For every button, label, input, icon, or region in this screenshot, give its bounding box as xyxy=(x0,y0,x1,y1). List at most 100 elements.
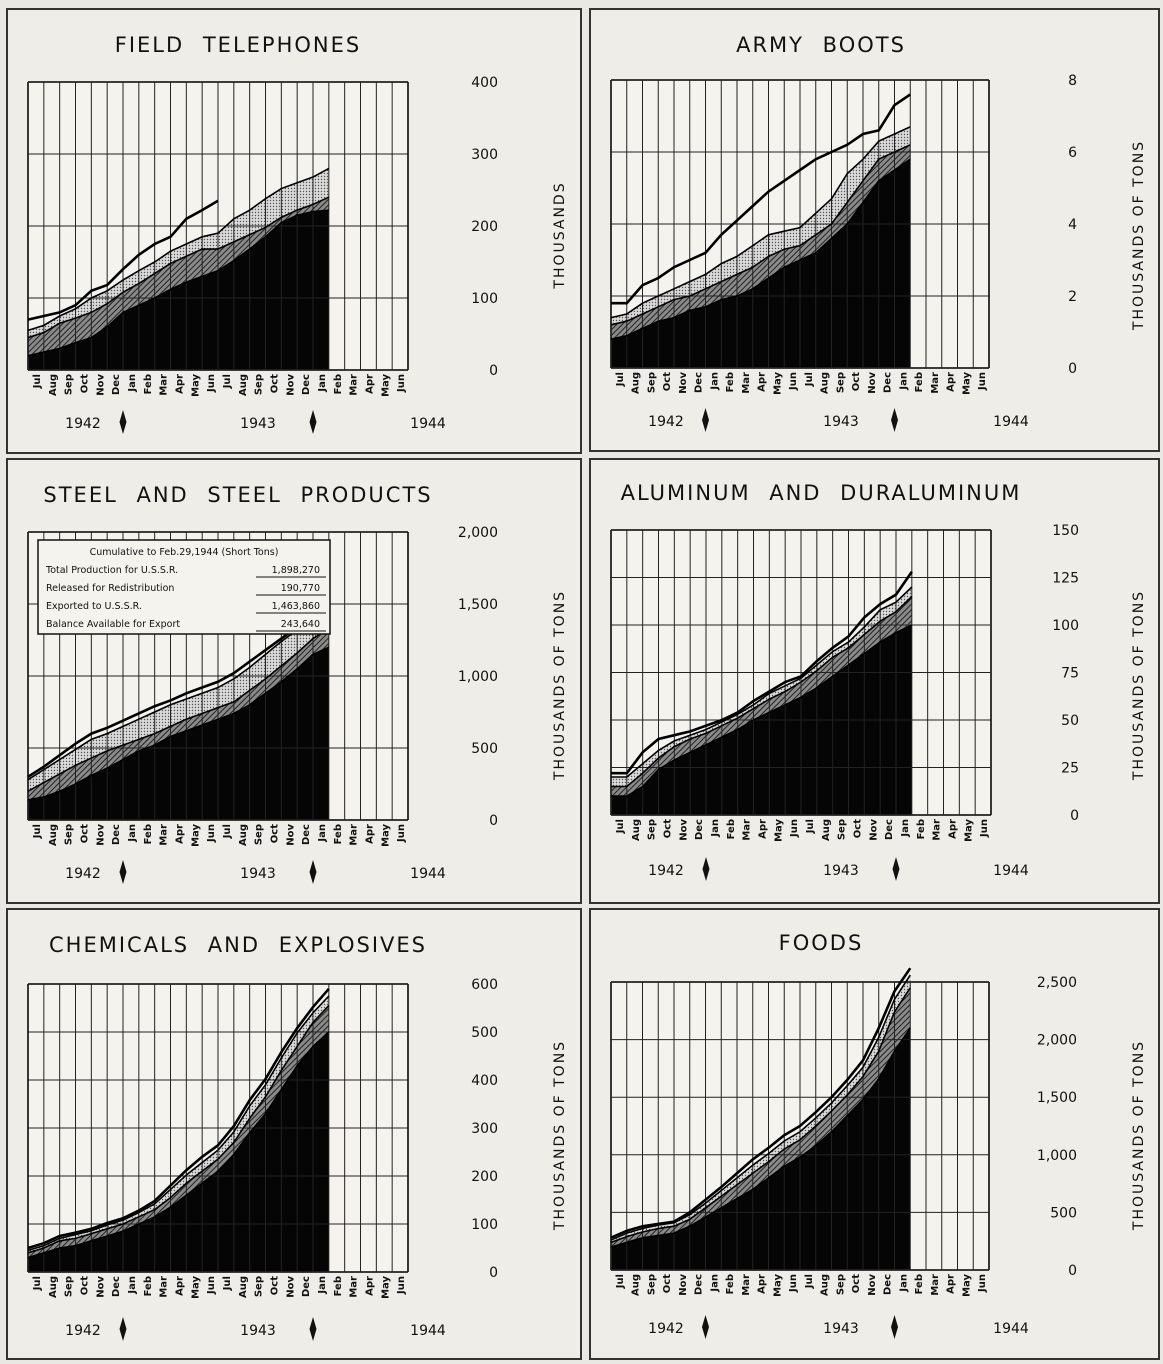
year-label: 1942 xyxy=(65,1323,101,1339)
y-tick-label: 75 xyxy=(1061,666,1079,682)
y-tick-label: 0 xyxy=(1068,1263,1077,1279)
y-tick-label: 400 xyxy=(471,1073,498,1089)
x-tick-label: Mar xyxy=(159,374,170,396)
chart-title: ALUMINUM AND DURALUMINUM xyxy=(621,481,1022,505)
x-tick-label: Aug xyxy=(48,374,59,396)
series-line-1 xyxy=(27,1005,330,1254)
y-tick-label: 500 xyxy=(1050,1205,1077,1221)
year-divider-arrow xyxy=(309,860,317,884)
x-tick-label: Mar xyxy=(349,374,360,396)
x-tick-label: May xyxy=(190,824,201,847)
y-axis-label: THOUSANDS OF TONS xyxy=(1131,590,1147,781)
x-tick-label: Jan xyxy=(317,824,328,843)
x-tick-label: Jun xyxy=(396,374,407,393)
x-tick-label: Sep xyxy=(835,372,846,393)
chart-title: CHEMICALS AND EXPLOSIVES xyxy=(49,933,427,957)
x-tick-label: Oct xyxy=(662,1274,673,1293)
x-tick-label: Sep xyxy=(64,824,75,845)
y-tick-label: 0 xyxy=(489,813,498,829)
chart-aluminum: ALUMINUM AND DURALUMINUM 0 25 50 75 100 125 150… xyxy=(610,481,1147,881)
x-tick-label: Dec xyxy=(883,1274,894,1295)
x-tick-label: Jan xyxy=(709,372,720,391)
series-line-2 xyxy=(610,126,911,319)
chart-steel: STEEL AND STEEL PRODUCTS 0 500 1,000 1,500 2,… xyxy=(27,483,568,884)
series-line-2 xyxy=(27,995,330,1252)
year-label: 1942 xyxy=(65,866,101,882)
x-tick-label: Mar xyxy=(742,819,753,841)
y-axis-label: THOUSANDS OF TONS xyxy=(1131,140,1147,331)
series-line-2 xyxy=(27,609,330,781)
y-axis-label: THOUSANDS OF TONS xyxy=(552,1040,568,1231)
y-tick-label: 8 xyxy=(1068,73,1077,89)
x-tick-label: Jul xyxy=(805,819,816,834)
x-tick-label: Dec xyxy=(694,819,705,840)
x-tick-label: May xyxy=(380,1276,391,1299)
y-tick-label: 0 xyxy=(1070,808,1079,824)
summary-table-row-value: 1,463,860 xyxy=(272,601,320,612)
x-tick-label: Aug xyxy=(820,372,831,394)
series-line-0 xyxy=(27,209,329,357)
chart-panel-foods: FOODS 0 500 1,000 1,500 2,000 2,500 Jul Aug Sep Oc… xyxy=(589,908,1160,1360)
x-tick-label: Dec xyxy=(301,374,312,395)
y-tick-label: 4 xyxy=(1068,217,1077,233)
x-tick-label: Jun xyxy=(206,824,217,843)
series-line-1 xyxy=(610,144,911,326)
x-tick-label: Apr xyxy=(946,372,957,392)
x-tick-label: Aug xyxy=(238,374,249,396)
y-tick-label: 100 xyxy=(1052,618,1079,634)
x-tick-label: Jan xyxy=(317,374,328,393)
x-tick-label: Apr xyxy=(364,824,375,844)
y-axis-label: THOUSANDS OF TONS xyxy=(552,590,568,781)
x-tick-label: Nov xyxy=(285,824,296,846)
x-tick-label: Oct xyxy=(269,824,280,843)
series-line-1 xyxy=(27,627,330,792)
x-tick-label: Jun xyxy=(396,824,407,843)
series-line-1 xyxy=(611,595,913,788)
year-divider-arrow xyxy=(891,1315,898,1339)
y-tick-label: 200 xyxy=(471,1169,498,1185)
x-tick-label: Nov xyxy=(285,1276,296,1298)
x-tick-label: Jun xyxy=(396,1276,407,1295)
x-tick-label: May xyxy=(190,1276,201,1299)
y-tick-label: 100 xyxy=(471,291,498,307)
x-tick-label: Jul xyxy=(804,1274,815,1289)
x-tick-label: Feb xyxy=(916,819,927,839)
x-tick-label: Nov xyxy=(868,819,879,841)
year-label: 1943 xyxy=(823,414,859,430)
y-tick-label: 2 xyxy=(1068,289,1077,305)
x-tick-label: Aug xyxy=(238,1276,249,1298)
year-divider-arrow xyxy=(892,857,900,881)
x-tick-label: Jan xyxy=(710,819,721,838)
x-tick-label: Mar xyxy=(159,1276,170,1298)
y-tick-label: 2,500 xyxy=(1037,975,1077,991)
y-tick-label: 1,000 xyxy=(458,669,498,685)
chart-title: ARMY BOOTS xyxy=(736,33,906,57)
x-tick-label: Feb xyxy=(143,1276,154,1296)
chart-title: FOODS xyxy=(779,931,864,955)
x-tick-label: Feb xyxy=(143,374,154,394)
x-tick-label: Sep xyxy=(254,1276,265,1297)
x-tick-label: May xyxy=(380,374,391,397)
year-divider-arrow xyxy=(702,857,710,881)
y-tick-label: 1,500 xyxy=(1037,1090,1077,1106)
series-line-3 xyxy=(27,199,219,321)
year-label: 1943 xyxy=(240,866,276,882)
x-tick-label: Oct xyxy=(852,819,863,838)
x-tick-label: Feb xyxy=(725,372,736,392)
x-tick-label: Mar xyxy=(741,1274,752,1296)
x-tick-label: Jun xyxy=(206,374,217,393)
x-tick-label: Jul xyxy=(615,1274,626,1289)
x-tick-label: Mar xyxy=(159,824,170,846)
chart-foods: FOODS 0 500 1,000 1,500 2,000 2,500 Jul Aug Sep Oc… xyxy=(610,931,1147,1339)
x-tick-label: Nov xyxy=(678,819,689,841)
chart-panel-steel: STEEL AND STEEL PRODUCTS 0 500 1,000 1,500 2,… xyxy=(6,458,582,904)
x-tick-label: Jun xyxy=(979,819,990,838)
y-tick-label: 150 xyxy=(1052,523,1079,539)
year-label: 1943 xyxy=(240,416,276,432)
x-tick-label: Dec xyxy=(111,374,122,395)
x-tick-label: Oct xyxy=(269,374,280,393)
y-tick-label: 0 xyxy=(1068,361,1077,377)
x-tick-label: Apr xyxy=(757,372,768,392)
chart-panel-field-telephones: FIELD TELEPHONES 0 100 200 300 400 Jul Aug Sep Oc… xyxy=(6,8,582,454)
x-tick-label: Apr xyxy=(947,819,958,839)
